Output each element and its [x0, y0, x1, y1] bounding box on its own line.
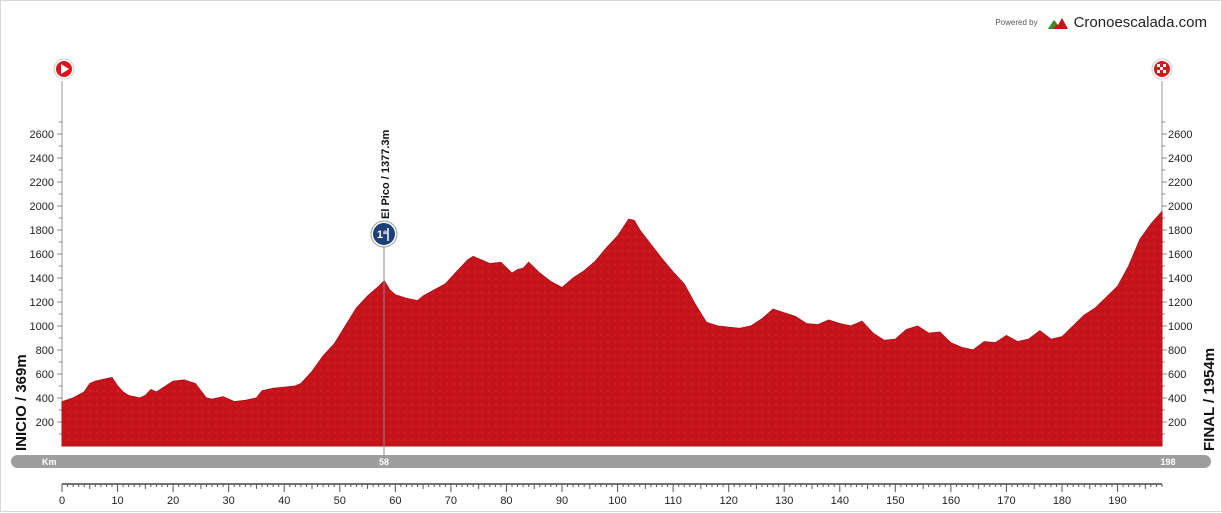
start-flag-icon: [53, 58, 75, 80]
x-tick-label: 0: [59, 495, 65, 507]
x-tick-label: 110: [664, 495, 682, 507]
elevation-area: [61, 210, 1163, 447]
y-tick-label-left: 1400: [30, 273, 54, 285]
finish-label: FINAL / 1954m: [1201, 348, 1218, 451]
km-bar-label: Km: [42, 457, 57, 467]
y-tick-label-left: 2000: [30, 201, 54, 213]
x-tick-label: 160: [942, 495, 960, 507]
y-tick-label-right: 1800: [1168, 225, 1192, 237]
x-tick-label: 10: [111, 495, 123, 507]
y-tick-label-left: 1600: [30, 249, 54, 261]
x-tick-label: 60: [389, 495, 401, 507]
y-tick-label-right: 1400: [1168, 273, 1192, 285]
x-tick-label: 20: [167, 495, 179, 507]
x-tick-label: 120: [719, 495, 737, 507]
x-tick-label: 180: [1053, 495, 1071, 507]
y-axis-right: 200 400 600 800 1000 1200 1400 1600 1800 2000 2200…: [1162, 121, 1192, 435]
y-tick-label-right: 800: [1168, 345, 1186, 357]
branding[interactable]: Powered by Cronoescalada.com: [995, 14, 1207, 31]
climb-category: 1ª: [377, 229, 388, 241]
km-marker-finish: 198: [1160, 457, 1175, 467]
y-tick-label-right: 1000: [1168, 321, 1192, 333]
climb-name-label: El Pico / 1377.3m: [380, 130, 392, 219]
mountain-logo-icon: [1047, 17, 1068, 29]
start-label: INICIO / 369m: [13, 354, 30, 451]
y-tick-label-right: 600: [1168, 369, 1186, 381]
x-tick-label: 70: [445, 495, 457, 507]
x-tick-label: 50: [334, 495, 346, 507]
x-tick-label: 140: [831, 495, 849, 507]
y-tick-label-left: 2200: [30, 177, 54, 189]
y-tick-label-right: 2600: [1168, 129, 1192, 141]
y-tick-label-right: 1600: [1168, 249, 1192, 261]
y-tick-label-left: 800: [36, 345, 54, 357]
y-tick-label-left: 1000: [30, 321, 54, 333]
y-tick-label-right: 2400: [1168, 153, 1192, 165]
y-tick-label-left: 2400: [30, 153, 54, 165]
km-bar: [11, 455, 1211, 468]
y-tick-label-right: 1200: [1168, 297, 1192, 309]
x-tick-label: 80: [500, 495, 512, 507]
brand-name: Cronoescalada.com: [1073, 14, 1207, 31]
km-marker-climb: 58: [379, 457, 389, 467]
x-tick-label: 150: [886, 495, 904, 507]
finish-flag-icon: [1151, 58, 1173, 80]
y-tick-label-left: 200: [36, 417, 54, 429]
y-tick-label-right: 200: [1168, 417, 1186, 429]
x-tick-label: 130: [775, 495, 793, 507]
y-tick-label-left: 1200: [30, 297, 54, 309]
x-tick-label: 170: [997, 495, 1015, 507]
y-tick-label-left: 600: [36, 369, 54, 381]
y-tick-label-left: 400: [36, 393, 54, 405]
y-tick-label-right: 400: [1168, 393, 1186, 405]
x-tick-label: 100: [608, 495, 626, 507]
y-tick-label-right: 2200: [1168, 177, 1192, 189]
x-tick-label: 40: [278, 495, 290, 507]
x-axis: 0 10 20 30 40 50 60 70 80 90 100 110 120 130 140 150 160…: [59, 484, 1163, 507]
climb-category-badge: 1ª: [370, 220, 398, 248]
x-tick-label: 190: [1108, 495, 1126, 507]
x-tick-label: 30: [223, 495, 235, 507]
x-tick-label: 90: [556, 495, 568, 507]
y-tick-label-left: 1800: [30, 225, 54, 237]
y-axis-left: 200 400 600 800 1000 1200 1400 1600 1800 2000 2200…: [30, 121, 62, 435]
powered-by-text: Powered by: [995, 18, 1038, 27]
y-tick-label-left: 2600: [30, 129, 54, 141]
y-tick-label-right: 2000: [1168, 201, 1192, 213]
